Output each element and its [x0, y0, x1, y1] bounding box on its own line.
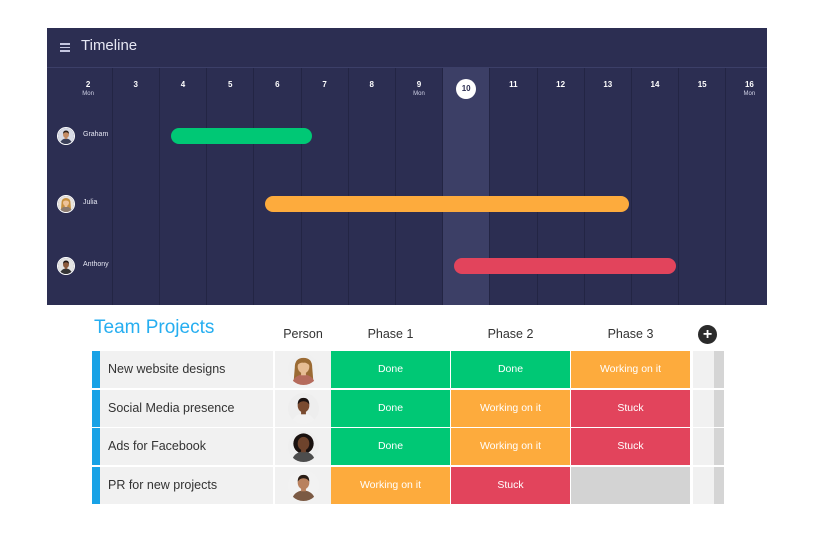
item-name: New website designs [108, 362, 226, 376]
day-number: 3 [133, 80, 138, 89]
plus-circle-icon: + [702, 326, 713, 343]
day-number: 13 [603, 80, 613, 89]
day-column-2: 2 Mon [65, 68, 112, 305]
day-number: 6 [275, 80, 280, 89]
day-column-16: 16 Mon [725, 68, 767, 305]
column-header-phase-2[interactable]: Phase 2 [487, 327, 534, 341]
day-number: 8 [369, 80, 374, 89]
table-row[interactable]: New website designs Done Done Working on i… [92, 351, 724, 388]
day-column-13: 13 [583, 68, 631, 305]
row-end-cell [693, 466, 714, 504]
status-cell-phase-1[interactable]: Done [331, 428, 450, 465]
day-column-14: 14 [630, 68, 678, 305]
scrollbar-track[interactable] [714, 389, 724, 427]
day-weekday: Mon [743, 91, 756, 97]
day-number: 7 [322, 80, 327, 89]
table-row[interactable]: PR for new projects Working on it Stuck [92, 466, 724, 504]
group-color-bar [92, 389, 100, 427]
day-column-9: 9 Mon [394, 68, 442, 305]
timeline-title: Timeline [81, 37, 138, 54]
column-header-person[interactable]: Person [283, 327, 323, 341]
day-number: 12 [556, 80, 566, 89]
timeline-panel: Timeline 2 Mon 3 4 5 6 7 8 9 Mon 10 11 12 13 14 15 16 Mon… [47, 28, 767, 305]
timeline-header: Timeline [47, 28, 767, 68]
item-name-cell[interactable]: PR for new projects [100, 466, 273, 504]
day-weekday: Mon [82, 91, 94, 97]
day-column-11: 11 [489, 68, 536, 305]
avatar [288, 354, 319, 385]
group-color-bar [92, 351, 100, 388]
group-color-bar [92, 466, 100, 504]
add-column-button[interactable]: + [698, 325, 717, 344]
avatar [57, 127, 75, 145]
status-cell-phase-1[interactable]: Done [331, 351, 450, 388]
status-cell-phase-1[interactable]: Working on it [331, 466, 450, 504]
item-name-cell[interactable]: Ads for Facebook [100, 428, 273, 465]
status-cell-phase-3[interactable] [571, 466, 690, 504]
status-cell-phase-2[interactable]: Working on it [451, 428, 570, 465]
day-column-6: 6 [253, 68, 300, 305]
status-cell-phase-1[interactable]: Done [331, 389, 450, 427]
avatar [57, 195, 75, 213]
status-cell-phase-2[interactable]: Working on it [451, 389, 570, 427]
person-cell[interactable] [275, 351, 331, 388]
table-row[interactable]: Ads for Facebook Done Working on it Stuck [92, 428, 724, 465]
status-cell-phase-3[interactable]: Stuck [571, 389, 690, 427]
avatar [288, 392, 319, 424]
board-title: Team Projects [94, 317, 215, 338]
scrollbar-track[interactable] [714, 466, 724, 504]
day-column-5: 5 [206, 68, 253, 305]
scrollbar-track[interactable] [714, 428, 724, 465]
person-name: Graham [83, 131, 109, 138]
day-column-12: 12 [536, 68, 584, 305]
hamburger-menu-icon[interactable] [60, 43, 70, 52]
item-name-cell[interactable]: Social Media presence [100, 389, 273, 427]
avatar [57, 257, 75, 275]
status-cell-phase-3[interactable]: Stuck [571, 428, 690, 465]
today-marker: 10 [456, 79, 477, 99]
day-column-15: 15 [678, 68, 725, 305]
day-number: 9 [416, 80, 422, 89]
timeline-bar-julia[interactable] [265, 196, 629, 212]
status-cell-phase-2[interactable]: Done [451, 351, 570, 388]
status-cell-phase-2[interactable]: Stuck [451, 466, 570, 504]
avatar [288, 431, 319, 462]
timeline-bar-anthony[interactable] [454, 258, 676, 274]
day-number: 4 [180, 80, 186, 89]
day-number: 15 [697, 80, 707, 89]
column-header-phase-1[interactable]: Phase 1 [367, 327, 414, 341]
day-column-8: 8 [347, 68, 395, 305]
person-name: Julia [83, 199, 98, 206]
row-end-cell [693, 428, 714, 465]
day-column-3: 3 [111, 68, 159, 305]
group-color-bar [92, 428, 100, 465]
item-name: Social Media presence [108, 400, 235, 415]
person-cell[interactable] [275, 466, 331, 504]
day-column-7: 7 [300, 68, 348, 305]
day-number: 14 [650, 80, 660, 89]
item-name: Ads for Facebook [108, 439, 206, 453]
column-header-phase-3[interactable]: Phase 3 [607, 327, 654, 341]
row-end-cell [693, 351, 714, 388]
day-number: 5 [227, 80, 233, 89]
avatar [288, 469, 319, 501]
item-name-cell[interactable]: New website designs [100, 351, 273, 388]
day-number: 2 [85, 80, 91, 89]
table-row[interactable]: Social Media presence Done Working on it S… [92, 389, 724, 427]
person-name: Anthony [83, 261, 109, 268]
day-number: 11 [509, 80, 518, 89]
person-cell[interactable] [275, 389, 331, 427]
person-cell[interactable] [275, 428, 331, 465]
status-cell-phase-3[interactable]: Working on it [571, 351, 690, 388]
timeline-bar-graham[interactable] [170, 128, 313, 144]
item-name: PR for new projects [108, 477, 218, 492]
day-weekday: Mon [413, 91, 425, 97]
scrollbar-track[interactable] [714, 351, 724, 388]
day-number: 16 [744, 80, 754, 89]
row-end-cell [693, 389, 714, 427]
day-column-4: 4 [158, 68, 206, 305]
